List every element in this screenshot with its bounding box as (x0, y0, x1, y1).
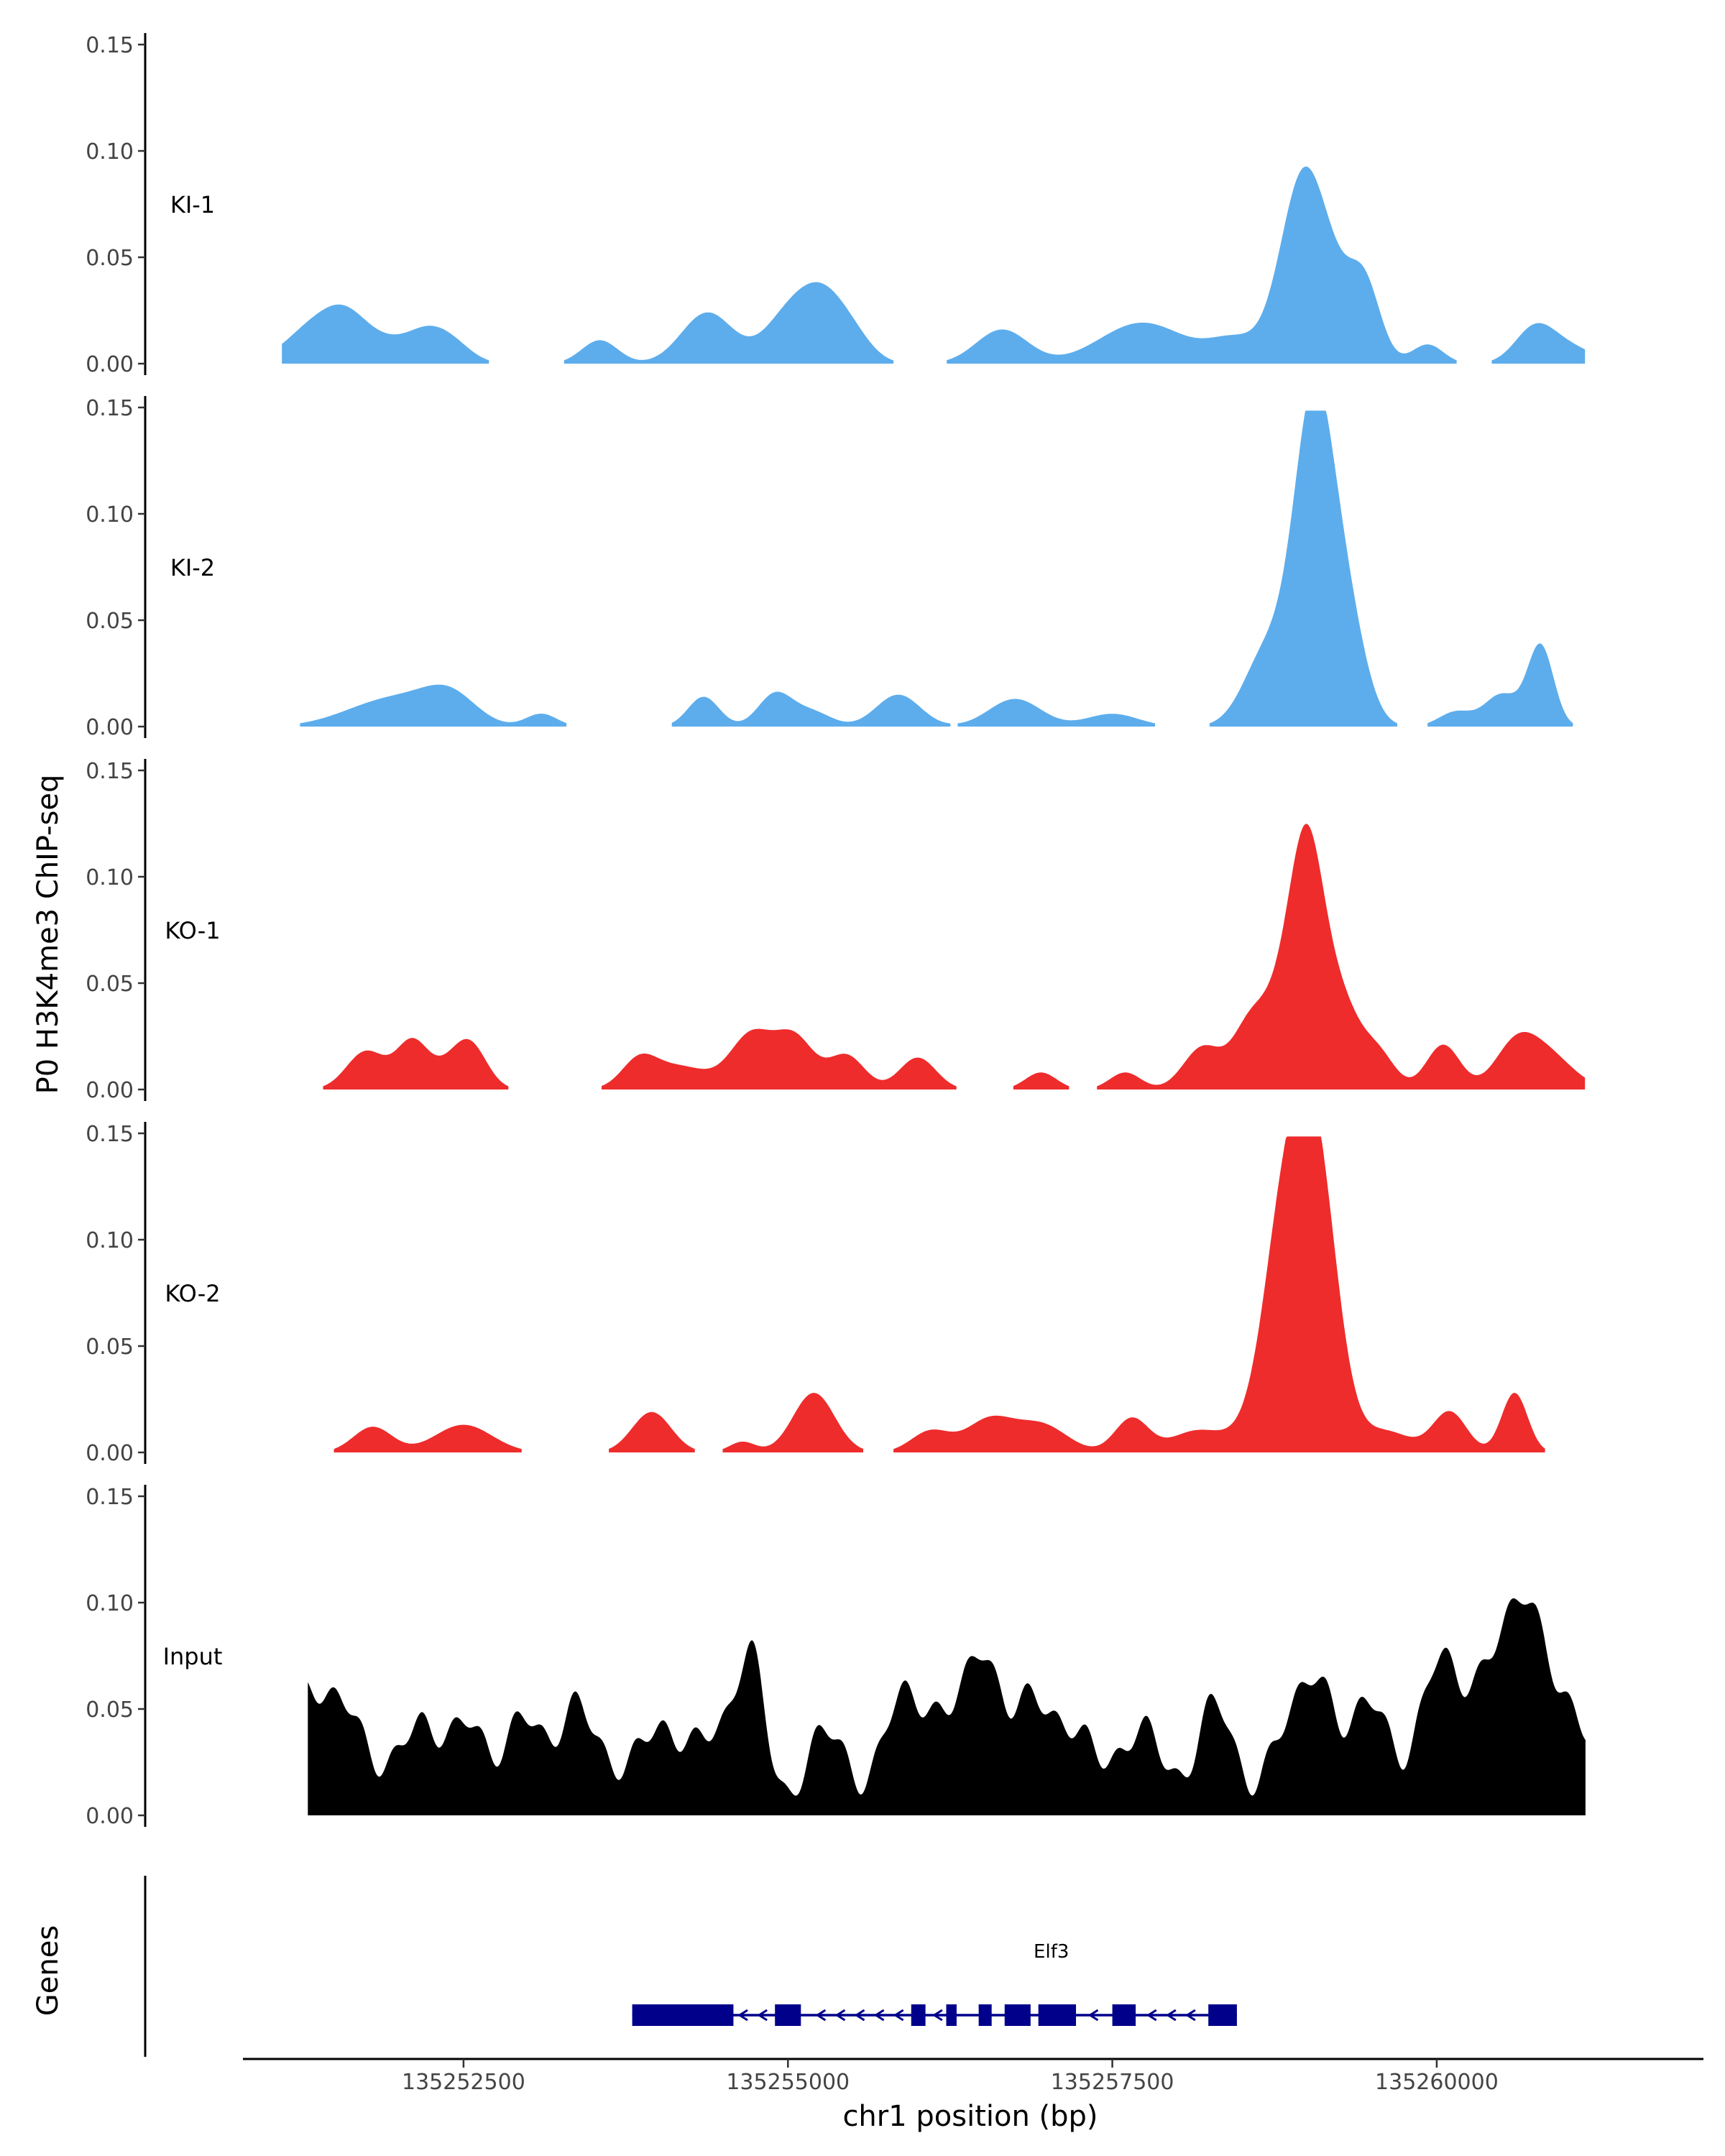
strand-arrow (1185, 2009, 1196, 2022)
gene-exon (775, 2004, 801, 2026)
strand-arrow (757, 2009, 768, 2022)
signal-area (564, 282, 894, 364)
y-tick-label: 0.10 (86, 139, 134, 165)
track-panel-ko-2: 0.00 0.05 0.10 0.15 KO-2 (86, 1122, 1545, 1466)
track-label: KO-2 (165, 1280, 220, 1307)
signal-area (947, 166, 1457, 364)
gene-exon (1004, 2004, 1031, 2026)
x-axis-title: chr1 position (bp) (842, 2100, 1098, 2133)
signal-area (602, 1028, 957, 1089)
signal-area (1013, 1072, 1070, 1089)
y-tick-label: 0.00 (86, 715, 134, 740)
strand-arrow (873, 2009, 885, 2022)
track-panel-ki-2: 0.00 0.05 0.10 0.15 KI-2 (86, 396, 1573, 740)
x-tick-label: 135260000 (1375, 2070, 1499, 2095)
track-label: KI-2 (170, 554, 215, 581)
x-tick-label: 135255000 (726, 2070, 850, 2095)
strand-arrow (1146, 2009, 1157, 2022)
signal-area (300, 684, 567, 727)
gene-exon (632, 2004, 734, 2026)
y-axis-title: P0 H3K4me3 ChIP-seq (32, 775, 65, 1095)
strand-arrow (932, 2009, 943, 2022)
gene-exon (911, 2004, 926, 2026)
track-panel-ko-1: 0.00 0.05 0.10 0.15 KO-1 (86, 759, 1586, 1103)
track-label: Input (163, 1643, 223, 1670)
y-tick-label: 0.10 (86, 502, 134, 528)
gene-exon (1208, 2004, 1237, 2026)
gene-label: Elf3 (1034, 1941, 1069, 1963)
y-tick-label: 0.10 (86, 865, 134, 890)
strand-arrow (815, 2009, 827, 2022)
track-panel-input: 0.00 0.05 0.10 0.15 Input (86, 1485, 1586, 1829)
signal-area (671, 691, 951, 727)
signal-area (1097, 824, 1586, 1089)
y-tick-label: 0.00 (86, 1804, 134, 1829)
signal-area (323, 1038, 509, 1089)
signal-area (1491, 323, 1586, 364)
y-tick-label: 0.05 (86, 972, 134, 997)
signal-area (1209, 410, 1397, 727)
gene-exon (1038, 2004, 1077, 2026)
genes-axis-title: Genes (32, 1925, 65, 2016)
y-tick-label: 0.10 (86, 1228, 134, 1253)
y-tick-label: 0.15 (86, 396, 134, 421)
y-tick-label: 0.15 (86, 33, 134, 58)
y-tick-label: 0.00 (86, 1441, 134, 1466)
track-label: KO-1 (165, 917, 220, 944)
y-tick-label: 0.05 (86, 246, 134, 271)
y-tick-label: 0.05 (86, 1335, 134, 1360)
strand-arrow (834, 2009, 846, 2022)
y-tick-label: 0.00 (86, 1078, 134, 1103)
strand-arrow (1087, 2009, 1099, 2022)
strand-arrow (737, 2009, 748, 2022)
signal-area (609, 1411, 695, 1452)
strand-arrow (854, 2009, 865, 2022)
strand-arrow (893, 2009, 904, 2022)
gene-exon (946, 2004, 957, 2026)
gene-exon (978, 2004, 992, 2026)
track-panel-ki-1: 0.00 0.05 0.10 0.15 KI-1 (86, 33, 1586, 377)
signal-area (957, 699, 1155, 727)
gene-exon (1112, 2004, 1136, 2026)
y-tick-label: 0.05 (86, 609, 134, 634)
signal-area (893, 1136, 1545, 1452)
y-tick-label: 0.15 (86, 759, 134, 784)
signal-area (1427, 643, 1573, 727)
signal-area (722, 1393, 863, 1452)
x-tick-label: 135257500 (1051, 2070, 1174, 2095)
y-tick-label: 0.15 (86, 1485, 134, 1510)
y-tick-label: 0.00 (86, 352, 134, 377)
y-tick-label: 0.10 (86, 1591, 134, 1616)
x-tick-label: 135252500 (402, 2070, 525, 2095)
strand-arrow (1166, 2009, 1177, 2022)
y-tick-label: 0.05 (86, 1697, 134, 1723)
signal-area (282, 304, 489, 364)
y-tick-label: 0.15 (86, 1122, 134, 1147)
track-label: KI-1 (170, 191, 215, 218)
signal-area (334, 1424, 522, 1452)
signal-area (308, 1598, 1586, 1815)
